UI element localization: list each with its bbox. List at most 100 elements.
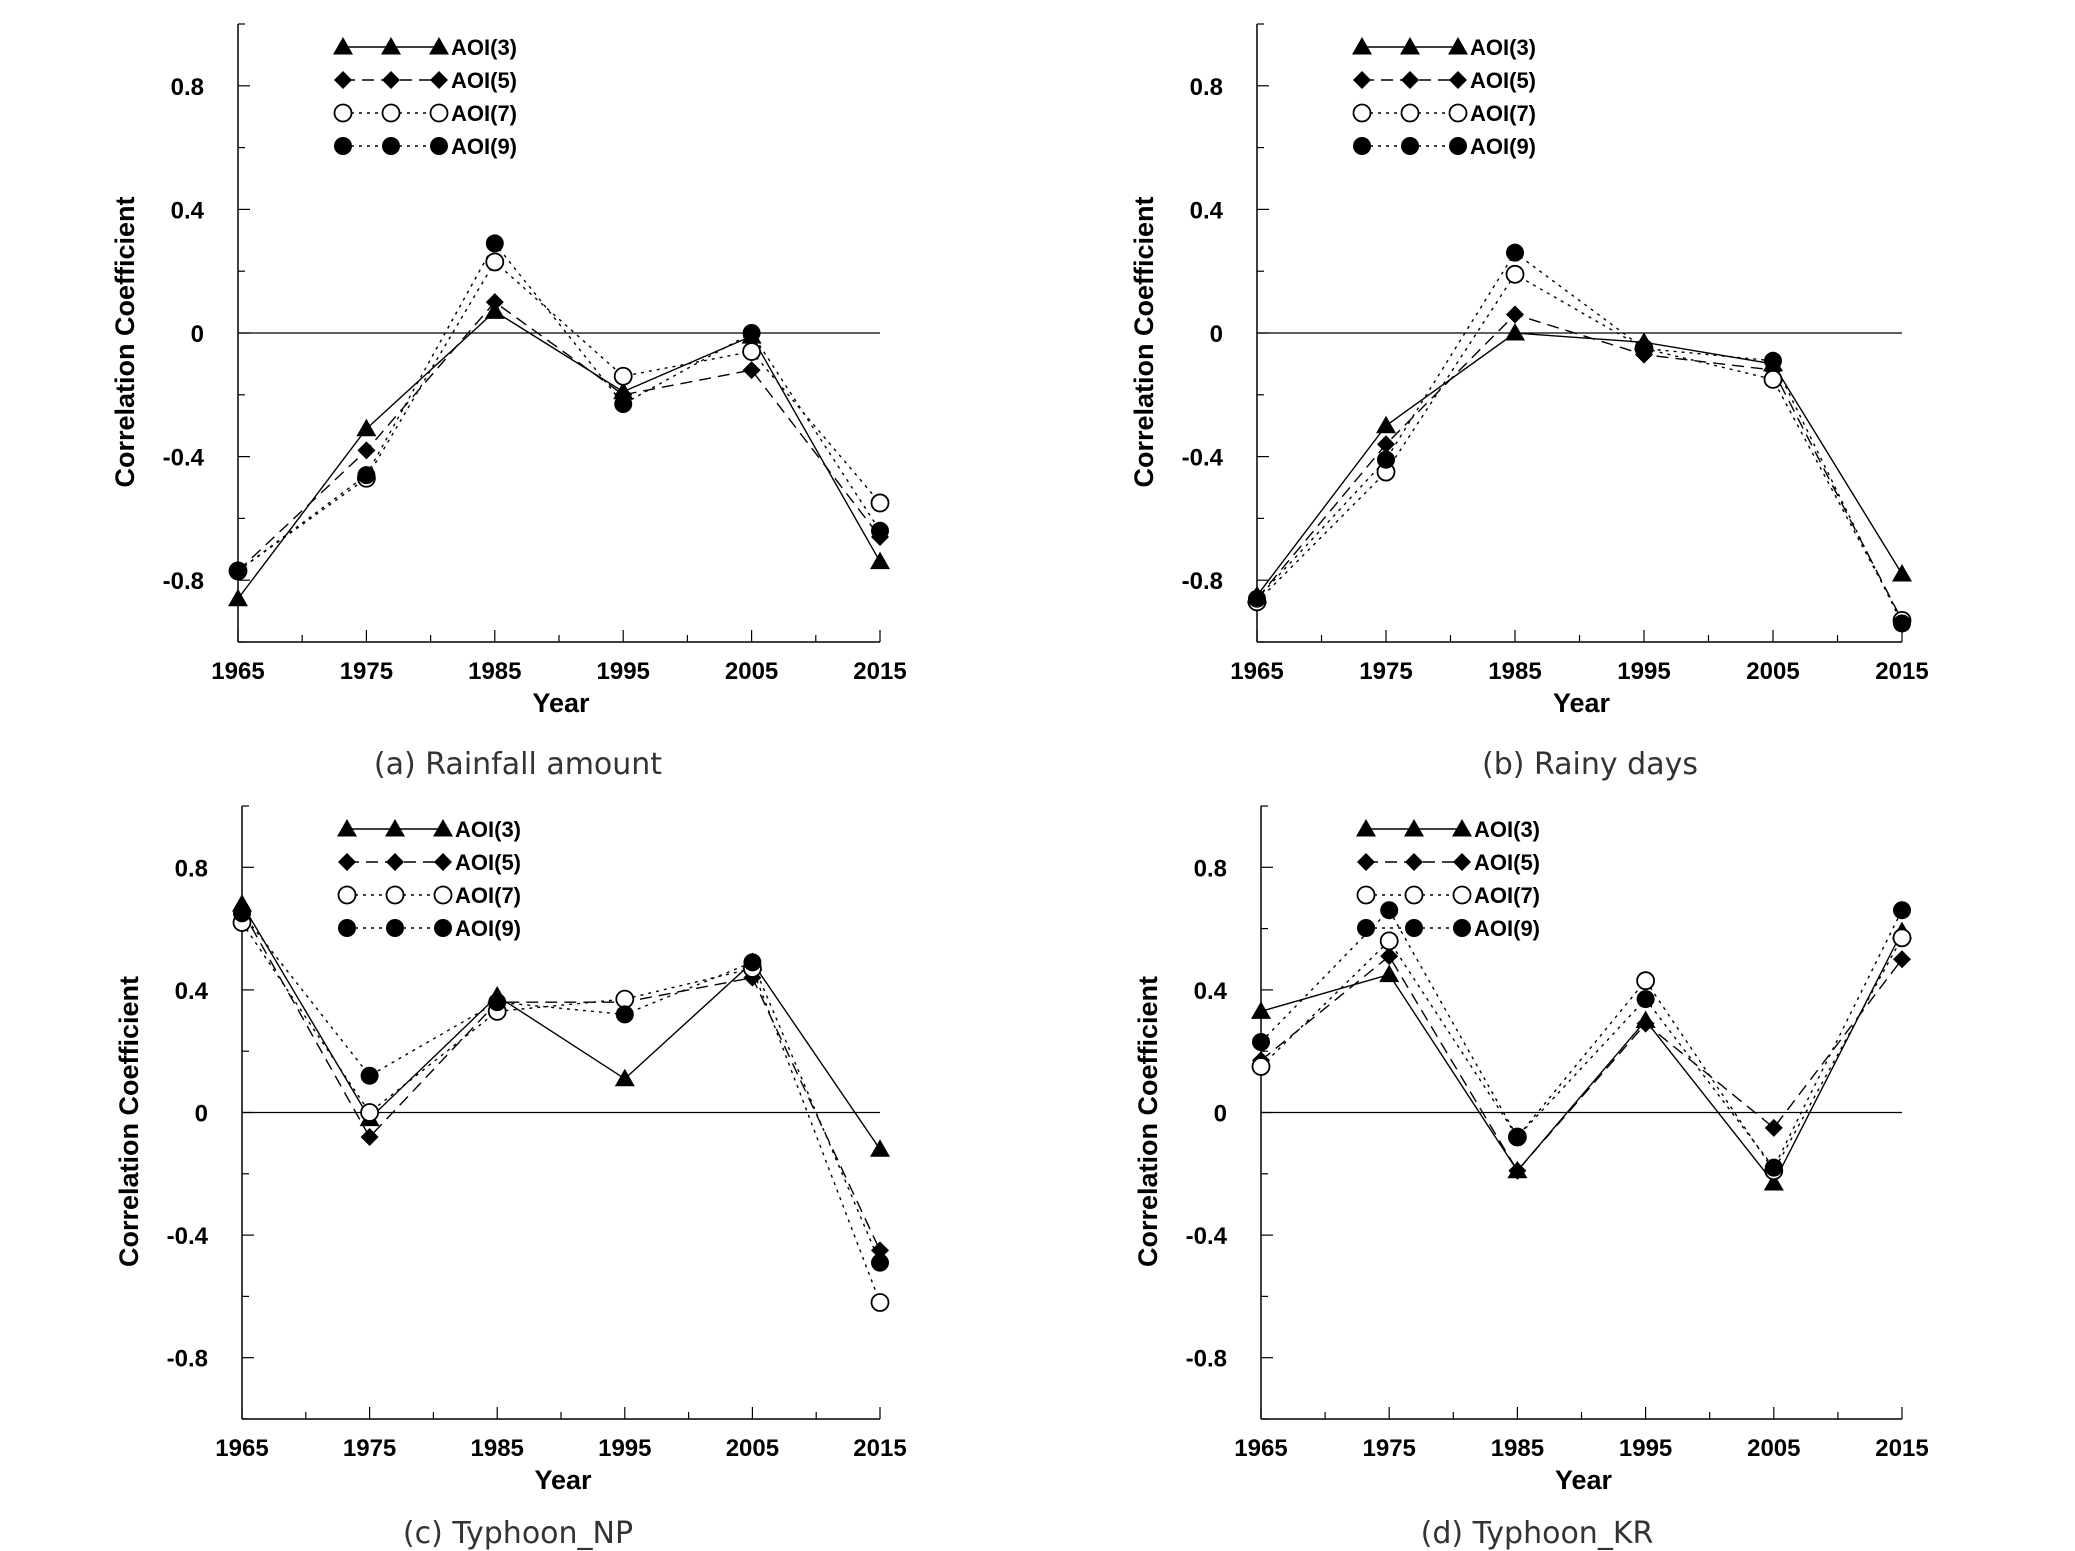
legend-item-aoi-3: AOI(3) — [333, 35, 517, 60]
legend-label: AOI(7) — [451, 101, 517, 126]
legend-label: AOI(9) — [1470, 134, 1536, 159]
y-tick-label: 0 — [1214, 1101, 1227, 1128]
x-axis-title: Year — [1553, 688, 1611, 718]
legend-marker — [1452, 885, 1472, 905]
legend-marker — [1356, 885, 1376, 905]
data-point-aoi-7 — [870, 1293, 890, 1312]
legend-marker — [1405, 853, 1423, 871]
panel-caption: (b) Rainy days — [1482, 747, 1698, 782]
legend-marker — [433, 885, 453, 905]
data-point-aoi-5 — [1380, 947, 1399, 966]
x-tick-label: 1975 — [1359, 658, 1412, 685]
legend-label: AOI(9) — [1474, 916, 1540, 941]
series-line-aoi-5 — [241, 909, 881, 1251]
legend-marker — [334, 137, 352, 155]
x-tick-label: 1975 — [1363, 1435, 1416, 1462]
y-tick-label: -0.8 — [163, 568, 204, 595]
panel-caption: (c) Typhoon_NP — [403, 1516, 633, 1551]
legend-marker — [337, 819, 357, 837]
data-point-aoi-9 — [871, 521, 889, 540]
chart-panel-typhoon-np: -0.8 -0.4 0 0.4 0.8 1965 1975 1985 1995 2005 2015 Y… — [114, 805, 907, 1551]
legend-label: AOI(3) — [1470, 35, 1536, 60]
x-tick-label: 1995 — [1619, 1435, 1672, 1462]
legend-item-aoi-3: AOI(3) — [1352, 35, 1536, 60]
y-tick-label: 0.4 — [171, 197, 205, 224]
data-point-aoi-9 — [871, 1253, 889, 1272]
x-tick-label: 2005 — [1747, 1435, 1800, 1462]
x-axis-title: Year — [534, 1465, 592, 1495]
legend-marker — [1401, 137, 1419, 155]
legend-marker — [1404, 819, 1424, 837]
data-point-aoi-7 — [615, 989, 635, 1009]
data-point-aoi-9 — [1377, 450, 1395, 469]
legend-marker — [333, 103, 353, 123]
legend-marker — [382, 137, 400, 155]
data-point-aoi-5 — [742, 361, 761, 380]
x-tick-label: 2015 — [1875, 1435, 1928, 1462]
x-tick-label: 1965 — [1234, 1435, 1287, 1462]
series-line-aoi-7 — [237, 260, 881, 572]
legend-marker — [338, 853, 356, 871]
x-tick-label: 1975 — [343, 1435, 396, 1462]
legend-item-aoi-9: AOI(9) — [1353, 134, 1536, 159]
data-point-aoi-3 — [1763, 1172, 1784, 1191]
y-tick-label: -0.4 — [1186, 1223, 1228, 1250]
legend-marker — [1448, 37, 1468, 55]
legend-item-aoi-5: AOI(5) — [1353, 68, 1536, 93]
y-tick-label: -0.4 — [163, 445, 205, 472]
data-point-aoi-3 — [1379, 964, 1400, 983]
legend-marker — [430, 137, 448, 155]
data-point-aoi-7 — [1251, 1057, 1271, 1076]
legend-marker — [381, 37, 401, 55]
y-tick-label: 0 — [1210, 321, 1223, 348]
y-tick-label: -0.8 — [167, 1346, 208, 1373]
data-point-aoi-9 — [1893, 614, 1911, 633]
data-point-aoi-7 — [742, 342, 761, 361]
x-tick-label: 1965 — [1230, 658, 1283, 685]
legend-item-aoi-9: AOI(9) — [338, 916, 521, 941]
data-point-aoi-9 — [1636, 990, 1655, 1009]
series-line-aoi-3 — [241, 903, 881, 1150]
data-point-aoi-9 — [615, 1005, 634, 1024]
x-tick-label: 1985 — [471, 1435, 524, 1462]
legend-marker — [429, 37, 449, 55]
legend-marker — [1357, 853, 1375, 871]
x-tick-label: 1965 — [215, 1435, 268, 1462]
series-line-aoi-7 — [1256, 273, 1903, 621]
data-point-aoi-5 — [1893, 950, 1911, 969]
series-line-aoi-3 — [1260, 931, 1903, 1185]
legend-marker — [1352, 37, 1372, 55]
data-point-aoi-5 — [1764, 1118, 1783, 1137]
legend-marker — [1405, 919, 1423, 937]
data-point-aoi-9 — [614, 395, 633, 414]
data-point-aoi-9 — [1252, 1033, 1270, 1052]
series-line-aoi-3 — [237, 310, 881, 600]
legend-item-aoi-7: AOI(7) — [337, 883, 521, 908]
legend-item-aoi-3: AOI(3) — [337, 817, 521, 842]
y-tick-label: 0 — [191, 321, 204, 348]
legend-label: AOI(5) — [1474, 850, 1540, 875]
data-point-aoi-3 — [1505, 323, 1525, 341]
y-tick-label: -0.8 — [1186, 1346, 1227, 1373]
data-point-aoi-9 — [229, 561, 247, 580]
x-tick-label: 2005 — [726, 1435, 779, 1462]
data-point-aoi-3 — [1251, 1001, 1271, 1019]
data-point-aoi-5 — [357, 441, 376, 460]
legend-marker — [1449, 71, 1467, 89]
data-point-aoi-7 — [1763, 369, 1783, 389]
legend-marker — [334, 71, 352, 89]
legend-marker — [1453, 919, 1471, 937]
data-point-aoi-7 — [485, 252, 505, 272]
legend-marker — [333, 37, 353, 55]
legend-item-aoi-7: AOI(7) — [333, 101, 517, 126]
data-point-aoi-9 — [357, 466, 376, 485]
legend-marker — [385, 819, 405, 837]
data-point-aoi-9 — [233, 904, 251, 923]
legend-marker — [1356, 819, 1376, 837]
legend-marker — [338, 919, 356, 937]
y-tick-label: 0.8 — [171, 74, 204, 101]
legend-marker — [386, 853, 404, 871]
data-point-aoi-7 — [1636, 971, 1655, 991]
series-line-aoi-9 — [241, 912, 881, 1263]
data-point-aoi-3 — [356, 418, 377, 437]
